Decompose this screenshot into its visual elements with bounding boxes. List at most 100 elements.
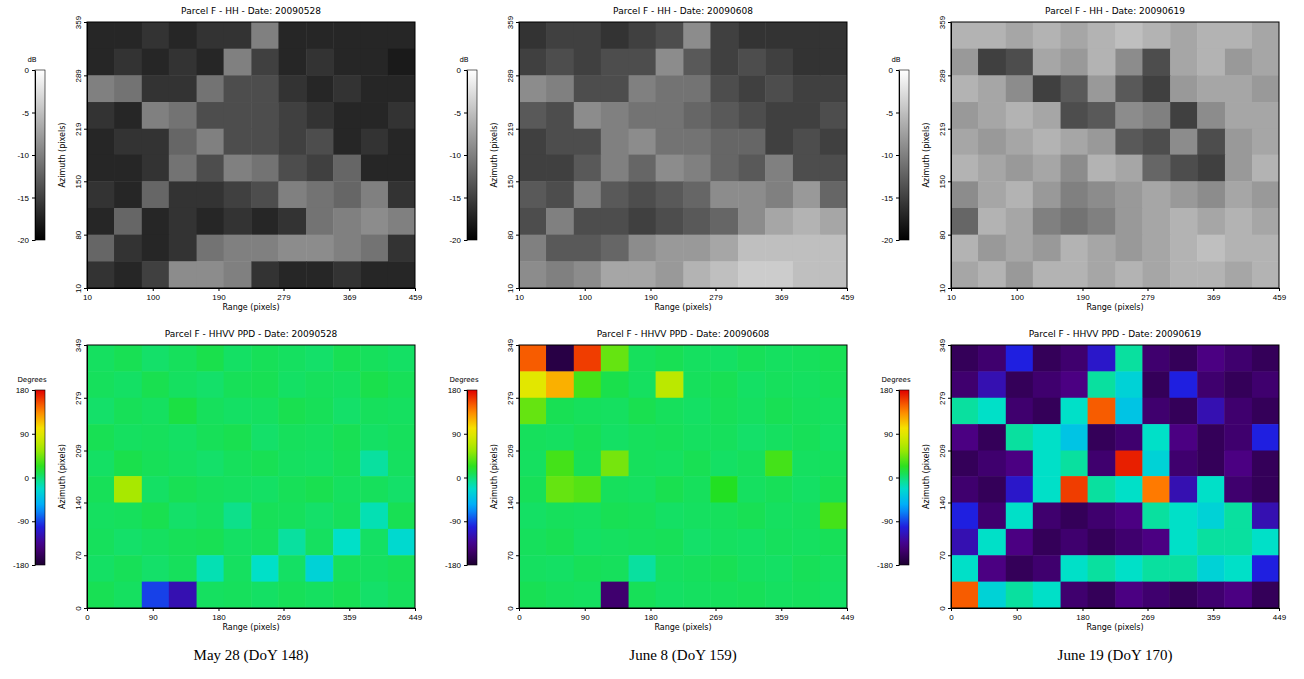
- tick-label: 80: [938, 230, 947, 239]
- tick-mark: [1279, 608, 1280, 611]
- heatmap-cell: [1197, 181, 1225, 208]
- x-axis-title: Range (pixels): [1086, 303, 1143, 312]
- heatmap-cell: [546, 424, 574, 451]
- heatmap-cell: [169, 102, 197, 129]
- heatmap-cell: [361, 235, 389, 262]
- heatmap-cell: [114, 451, 142, 477]
- tick: -180: [445, 561, 467, 570]
- heatmap-cell: [1006, 502, 1034, 529]
- heatmap-cell: [114, 75, 142, 102]
- heatmap-cell: [197, 476, 225, 503]
- heatmap-cell: [978, 49, 1006, 76]
- heatmap-cell: [1142, 582, 1170, 608]
- tick: 209: [506, 444, 519, 458]
- heatmap-cell: [388, 102, 415, 129]
- tick-mark: [284, 608, 285, 611]
- tick: -90: [17, 517, 35, 526]
- heatmap-cell: [765, 235, 793, 262]
- heatmap-cell: [546, 129, 574, 155]
- axis: 1080150219289359: [74, 15, 88, 293]
- tick-mark: [948, 22, 951, 23]
- heatmap-cell: [629, 582, 657, 608]
- heatmap-cell: [1033, 502, 1061, 529]
- heatmap-cell: [978, 181, 1006, 208]
- heatmap-cell: [114, 129, 142, 155]
- heatmap-cell: [574, 75, 602, 102]
- heatmap-cell: [656, 371, 684, 398]
- heatmap-cell: [1224, 502, 1252, 529]
- heatmap-cell: [333, 261, 361, 288]
- heatmap-cell: [683, 424, 711, 451]
- tick-mark: [516, 22, 519, 23]
- heatmap-cell: [306, 208, 334, 235]
- y-axis-title: Azimuth (pixels): [922, 123, 931, 188]
- heatmap-cell: [1033, 129, 1061, 155]
- tick: 10: [74, 284, 87, 293]
- heatmap-cell: [792, 398, 820, 425]
- panel: 090180269359449070140209279349Parcel F -…: [877, 329, 1287, 632]
- heatmap-cell: [251, 102, 279, 129]
- heatmap-cell: [738, 181, 766, 208]
- heatmap-cell: [629, 208, 657, 235]
- heatmap-cell: [87, 75, 115, 102]
- heatmap-cell: [169, 502, 197, 529]
- heatmap-cell: [278, 129, 306, 155]
- heatmap-cell: [737, 345, 765, 372]
- tick-label: -10: [449, 151, 461, 160]
- tick: 80: [74, 230, 87, 239]
- heatmap-cell: [765, 181, 793, 208]
- tick-label: 150: [74, 175, 83, 189]
- heatmap-cell: [197, 451, 225, 477]
- heatmap-cell: [951, 155, 979, 182]
- heatmap-cell: [1115, 398, 1143, 425]
- heatmap-cell: [169, 529, 197, 556]
- heatmap-cell: [87, 476, 115, 503]
- heatmap-cell: [1088, 451, 1116, 477]
- heatmap-cell: [305, 451, 333, 477]
- tick: 10: [947, 288, 956, 302]
- heatmap-cell: [793, 49, 821, 76]
- tick-mark: [464, 113, 467, 114]
- heatmap-cell: [978, 371, 1006, 398]
- heatmap-cell: [142, 208, 170, 235]
- heatmap-cell: [656, 208, 684, 235]
- heatmap-cell: [169, 582, 197, 608]
- tick-label: 100: [579, 293, 593, 302]
- tick: 10: [938, 284, 951, 293]
- heatmap-cell: [224, 424, 252, 451]
- tick-mark: [464, 434, 467, 435]
- heatmap-cell: [87, 22, 115, 49]
- heatmap-cell: [629, 451, 657, 477]
- tick: 100: [579, 288, 593, 302]
- heatmap-cell: [710, 102, 738, 129]
- heatmap-cell: [305, 476, 333, 503]
- heatmap-cell: [169, 424, 197, 451]
- heatmap-cell: [683, 502, 711, 529]
- tick: 0: [457, 474, 467, 483]
- heatmap-cell: [278, 235, 306, 262]
- heatmap-cell: [388, 208, 415, 235]
- heatmap-cell: [1088, 181, 1116, 208]
- x-axis-title: Range (pixels): [222, 623, 279, 632]
- tick: 190: [212, 288, 226, 302]
- heatmap-cell: [1006, 22, 1034, 49]
- heatmap-cell: [333, 49, 361, 76]
- tick-label: 0: [85, 613, 90, 622]
- tick: 180: [212, 608, 226, 622]
- heatmap-cell: [388, 22, 415, 49]
- heatmap-cell: [519, 424, 547, 451]
- heatmap-cell: [1169, 345, 1197, 372]
- heatmap-cell: [1061, 155, 1089, 182]
- heatmap-cell: [978, 529, 1006, 556]
- heatmap-cell: [738, 75, 766, 102]
- heatmap-cell: [1197, 555, 1225, 582]
- plot-frame: [519, 22, 847, 288]
- tick-label: 349: [506, 338, 515, 352]
- heatmap-cell: [546, 451, 574, 477]
- heatmap-cell: [1006, 102, 1034, 129]
- heatmap-cell: [574, 555, 602, 582]
- heatmap-cell: [519, 502, 547, 529]
- tick: 0: [949, 608, 954, 622]
- heatmap-cell: [978, 75, 1006, 102]
- heatmap-cell: [361, 49, 389, 76]
